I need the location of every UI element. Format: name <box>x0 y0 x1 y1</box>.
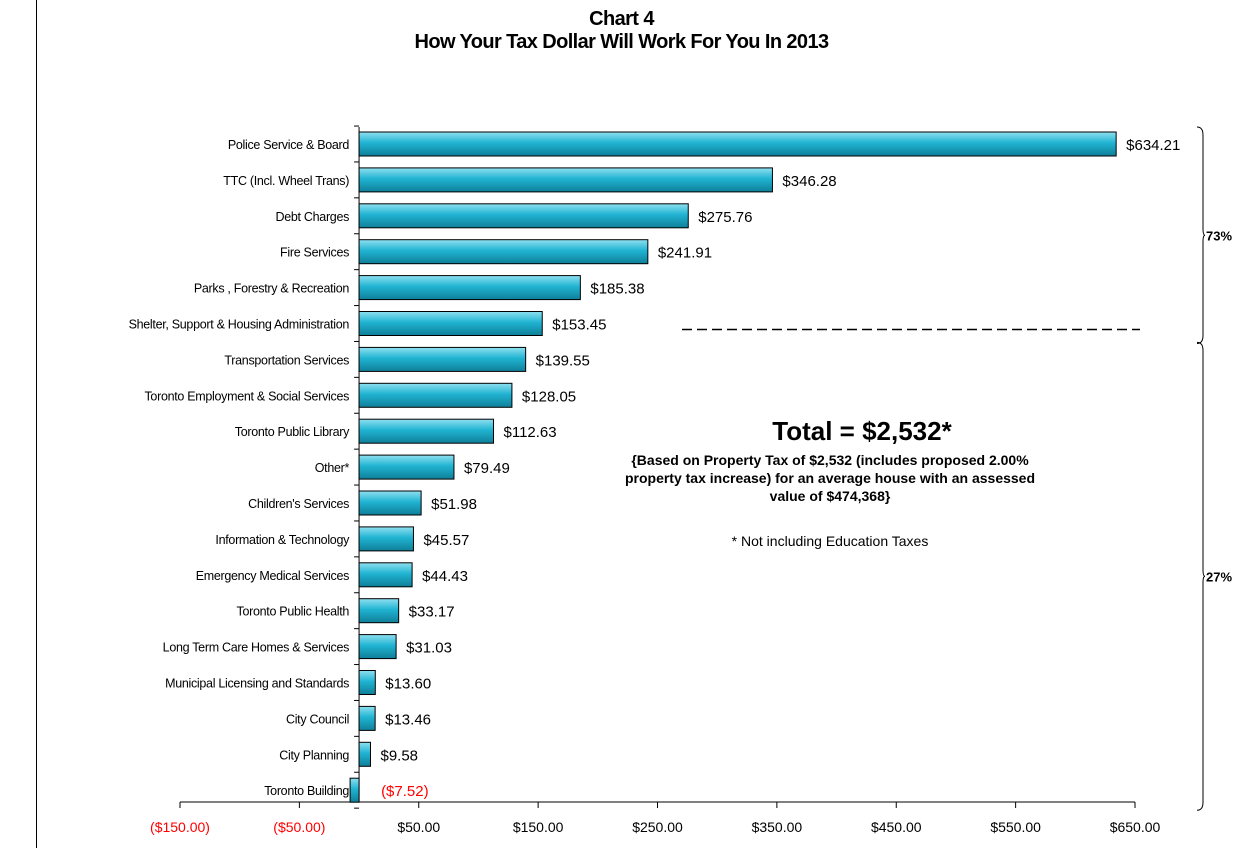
category-label: Long Term Care Homes & Services <box>163 641 349 655</box>
bar <box>349 777 360 803</box>
category-label: Other* <box>315 461 350 475</box>
basis-note-line: value of $474,368} <box>769 488 891 504</box>
bar <box>358 167 773 193</box>
basis-note-line: {Based on Property Tax of $2,532 (includ… <box>631 452 1029 468</box>
group-brace <box>1196 341 1206 811</box>
basis-note: {Based on Property Tax of $2,532 (includ… <box>530 451 1130 505</box>
bar <box>358 203 689 229</box>
category-label: Shelter, Support & Housing Administratio… <box>129 318 350 332</box>
basis-note-line: property tax increase) for an average ho… <box>624 470 1036 486</box>
data-label: $44.43 <box>422 568 468 585</box>
category-label: Parks , Forestry & Recreation <box>194 282 350 296</box>
bar <box>358 634 397 660</box>
bar <box>358 490 422 516</box>
x-tick-label: $350.00 <box>752 819 803 835</box>
data-label: $13.60 <box>385 676 431 693</box>
data-label: $128.05 <box>522 388 576 405</box>
group-brace <box>1196 126 1206 344</box>
data-label: $139.55 <box>536 352 590 369</box>
bar <box>358 705 376 731</box>
category-label: Toronto Building <box>264 784 349 798</box>
bar <box>358 526 414 552</box>
category-label: Children's Services <box>248 497 349 511</box>
chart-frame <box>36 0 1243 848</box>
bar <box>358 741 371 767</box>
data-label: $45.57 <box>423 532 469 549</box>
data-label: $51.98 <box>431 496 477 513</box>
data-label: ($7.52) <box>381 783 429 800</box>
bar <box>358 131 1117 157</box>
data-label: $112.63 <box>504 424 557 441</box>
total-annotation: Total = $2,532* <box>772 416 952 446</box>
category-label: Emergency Medical Services <box>196 569 349 583</box>
x-tick-label: $550.00 <box>990 819 1041 835</box>
data-label: $31.03 <box>406 640 452 657</box>
category-label: Transportation Services <box>224 353 349 367</box>
data-label: $33.17 <box>409 604 455 621</box>
category-label: Toronto Employment & Social Services <box>144 389 349 403</box>
category-label: TTC (Incl. Wheel Trans) <box>223 174 349 188</box>
x-tick-label: ($150.00) <box>150 819 210 835</box>
group-percent-label: 27% <box>1206 569 1232 584</box>
x-tick-label: $250.00 <box>632 819 683 835</box>
x-tick-label: $450.00 <box>871 819 922 835</box>
data-label: $79.49 <box>464 460 510 477</box>
bar <box>358 346 527 372</box>
bar <box>358 598 400 624</box>
bar <box>358 418 495 444</box>
data-label: $241.91 <box>658 245 712 262</box>
data-label: $153.45 <box>552 317 606 334</box>
data-label: $13.46 <box>385 711 431 728</box>
category-label: Information & Technology <box>215 533 350 547</box>
x-tick-label: ($50.00) <box>273 819 325 835</box>
data-label: $9.58 <box>380 747 418 764</box>
data-label: $346.28 <box>782 173 836 190</box>
chart-title: Chart 4 <box>589 8 654 30</box>
category-label: Fire Services <box>280 246 349 260</box>
category-label: Toronto Public Health <box>237 605 350 619</box>
chart-subtitle: How Your Tax Dollar Will Work For You In… <box>414 31 829 53</box>
x-tick-label: $650.00 <box>1110 819 1161 835</box>
category-label: Toronto Public Library <box>235 425 350 439</box>
group-percent-label: 73% <box>1206 228 1232 243</box>
category-label: City Council <box>286 712 349 726</box>
bar <box>358 311 543 336</box>
bar <box>358 239 649 265</box>
x-tick-label: $50.00 <box>397 819 440 835</box>
bar <box>358 454 455 480</box>
bar <box>358 275 581 301</box>
footnote: * Not including Education Taxes <box>731 533 929 549</box>
x-tick-label: $150.00 <box>513 819 564 835</box>
bar <box>358 562 413 588</box>
category-label: City Planning <box>279 748 349 762</box>
category-label: Police Service & Board <box>228 138 350 152</box>
bar <box>358 670 376 695</box>
bar <box>358 382 513 408</box>
data-label: $185.38 <box>590 281 644 298</box>
data-label: $634.21 <box>1126 137 1180 154</box>
data-label: $275.76 <box>698 209 752 226</box>
category-label: Debt Charges <box>276 210 350 224</box>
category-label: Municipal Licensing and Standards <box>165 677 349 691</box>
